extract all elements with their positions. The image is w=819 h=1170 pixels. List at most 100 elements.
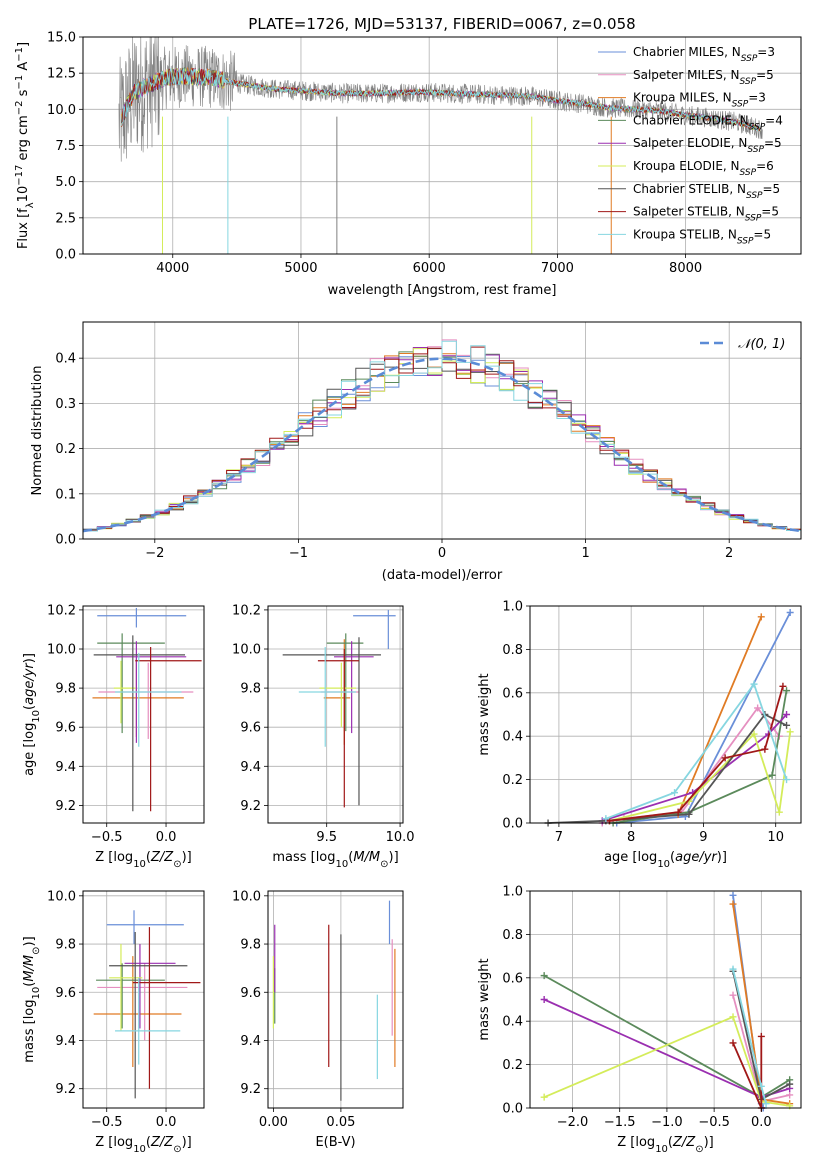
data-point-marker [783,711,791,718]
y-tick-label: 5.0 [55,175,76,190]
x-axis-label: Z [log10(Z/Z⊙)] [95,850,192,870]
spectrum-title: PLATE=1726, MJD=53137, FIBERID=0067, z=0… [248,15,635,33]
x-axis-label: wavelength [Angstrom, rest frame] [328,283,557,298]
data-point-marker [762,1100,770,1108]
data-point-marker [786,1091,794,1099]
series-kroupa-stelib [602,680,791,823]
axes-frame [529,890,802,1109]
axes-frame [82,890,205,1109]
data-point-marker [757,1082,765,1090]
y-tick-label: 9.2 [55,1082,76,1097]
y-tick-label: 9.2 [240,799,261,814]
data-point-marker [729,1013,737,1021]
x-tick-label: 10 [767,830,784,845]
age-vs-metallicity-panel: −0.5 0.0 9.2 9.4 9.6 9.8 10.0 10.2 Z [log10(Z/Z⊙… [22,603,205,870]
data-point-marker [729,891,737,899]
y-tick-label: 0.2 [55,442,76,457]
y-tick-label: 10.0 [232,643,261,658]
legend-entry: Kroupa ELODIE, NSSP=6 [633,159,774,178]
data-point-marker [729,1039,737,1047]
legend-entry: Salpeter ELODIE, NSSP=5 [633,136,782,155]
age-vs-mass-panel: 9.5 10.0 9.2 9.4 9.6 9.8 10.0 10.2 mass [log10(M… [232,603,414,869]
y-tick-label: 10.0 [47,103,76,118]
x-axis-label: mass [log10(M/M⊙)] [272,850,398,870]
errorbar-point-kroupa-stelib [115,977,181,1065]
series-chabrier-stelib [544,711,791,827]
y-tick-label: 9.4 [240,760,261,775]
spectrum-panel: 4000 5000 6000 7000 8000 0.0 2.5 5.0 7.5 10.0 12.5… [14,15,802,298]
series-line [543,1015,790,1107]
y-tick-label: 10.0 [47,643,76,658]
y-tick-label: 9.4 [240,1034,261,1049]
x-tick-label: −0.5 [91,1115,123,1130]
y-axis-label: Flux [fλ10−17 erg cm−2 s−1 A−1] [14,42,36,249]
residuals-histogram-panel: −2 −1 0 1 2 0.0 0.1 0.2 0.3 0.4 (data-model)/error… [30,321,802,583]
errorbar-point-kroupa-stelib [115,652,182,747]
errorbar-point-salpeter-stelib [317,649,359,808]
x-tick-label: 2 [725,546,733,561]
y-tick-label: 9.2 [240,1082,261,1097]
y-tick-label: 0.8 [502,643,523,658]
data-point-marker [540,1093,548,1101]
legend-entry: Salpeter MILES, NSSP=5 [633,68,774,87]
errorbar-point-salpeter-stelib [135,647,202,812]
y-tick-label: 9.8 [240,682,261,697]
data-point-marker [757,1032,765,1040]
y-tick-label: 12.5 [47,67,76,82]
y-tick-label: 0.0 [502,1102,523,1117]
x-tick-label: −1 [289,546,308,561]
y-axis-label: mass weight [477,958,492,1040]
y-tick-label: 9.8 [55,682,76,697]
errorbar-point-kroupa-elodie [109,944,143,1031]
errorbar-point-salpeter-elodie [334,641,374,734]
data-point-marker [685,810,693,818]
errorbar-point-salpeter-stelib [132,927,201,1089]
y-tick-label: 15.0 [47,31,76,46]
x-tick-label: 0.0 [751,1115,772,1130]
y-tick-label: 9.8 [240,938,261,953]
data-point-marker [786,1080,794,1088]
y-tick-label: 0.2 [502,1058,523,1073]
y-tick-label: 10.2 [232,603,261,618]
x-tick-label: 1 [581,546,589,561]
x-tick-label: 6000 [413,261,446,276]
data-point-marker [602,815,610,823]
y-axis-label: age [log10(age/yr)] [22,653,42,776]
y-axis-label: Normed distribution [30,366,45,496]
data-point-marker [783,776,791,784]
x-tick-label: −1.5 [604,1115,636,1130]
x-tick-label: 10.0 [386,830,415,845]
series-line [602,713,788,822]
data-point-marker [729,991,737,999]
y-tick-label: 2.5 [55,211,76,226]
y-tick-label: 10.0 [47,889,76,904]
x-tick-label: 8000 [669,261,702,276]
series-salpeter-stelib [605,682,787,825]
x-tick-label: 0.05 [326,1115,355,1130]
y-axis-label: mass [log10(M/M⊙)] [22,936,42,1062]
x-axis-label: Z [log10(Z/Z⊙)] [95,1135,192,1155]
y-tick-label: 0.6 [502,971,523,986]
errorbar-point-kroupa-stelib [298,647,357,747]
y-axis-label: mass weight [477,673,492,755]
axes-frame [267,605,404,824]
x-tick-label: 0.0 [156,1115,177,1130]
data-point-marker [754,704,762,712]
data-point-marker [540,972,548,980]
y-tick-label: 9.2 [55,799,76,814]
data-point-marker [783,687,791,695]
x-tick-label: 7000 [541,261,574,276]
axes-frame [82,605,205,824]
mass-vs-ebv-panel: 0.00 0.05 9.2 9.4 9.6 9.8 10.0 E(B-V) [232,889,404,1150]
errorbar-point-chabrier-elodie [97,633,165,734]
x-axis-label: Z [log10(Z/Z⊙)] [617,1135,714,1155]
y-tick-label: 0.4 [502,730,523,745]
legend-entry: Kroupa STELIB, NSSP=5 [633,227,771,246]
x-tick-label: 0.0 [156,830,177,845]
histogram-step-kroupa-stelib [83,340,801,532]
errorbar-point-chabrier-elodie [326,633,364,732]
data-point-marker [671,789,679,797]
x-tick-label: 0 [438,546,446,561]
data-point-marker [783,721,791,729]
series-kroupa-stelib [729,965,770,1108]
